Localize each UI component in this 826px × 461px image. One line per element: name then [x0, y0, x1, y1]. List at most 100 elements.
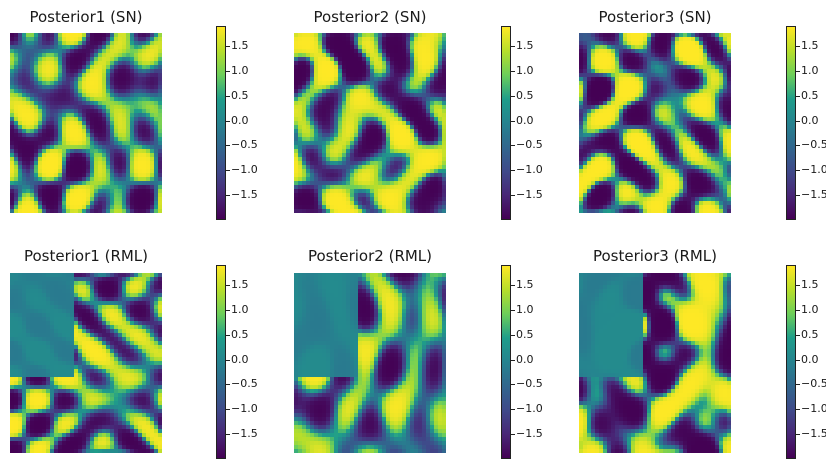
heatmap-cell: [154, 173, 159, 178]
heatmap-cell: [350, 57, 355, 62]
heatmap-cell: [46, 45, 51, 50]
heatmap-cell: [727, 93, 731, 98]
heatmap-cell: [683, 133, 688, 138]
heatmap-cell: [134, 153, 139, 158]
heatmap-cell: [655, 145, 660, 150]
heatmap-cell: [667, 97, 672, 102]
heatmap-cell: [82, 145, 87, 150]
heatmap-cell: [26, 157, 31, 162]
heatmap-cell: [310, 189, 315, 194]
heatmap-cell: [322, 177, 327, 182]
heatmap-cell: [651, 169, 656, 174]
heatmap-cell: [398, 89, 403, 94]
heatmap-cell: [434, 81, 439, 86]
heatmap-cell: [422, 109, 427, 114]
heatmap-cell: [38, 69, 43, 74]
heatmap-cell: [615, 157, 620, 162]
heatmap-cell: [134, 53, 139, 58]
heatmap-cell: [110, 93, 115, 98]
heatmap-cell: [655, 89, 660, 94]
heatmap-cell: [675, 153, 680, 158]
heatmap-cell: [134, 133, 139, 138]
heatmap-cell: [350, 53, 355, 58]
heatmap-cell: [34, 157, 39, 162]
heatmap-cell: [374, 185, 379, 190]
heatmap-cell: [695, 57, 700, 62]
heatmap-cell: [118, 41, 123, 46]
heatmap-cell: [402, 113, 407, 118]
heatmap-cell: [66, 133, 71, 138]
heatmap-cell: [366, 73, 371, 78]
heatmap-cell: [667, 73, 672, 78]
heatmap-cell: [318, 53, 323, 58]
heatmap-cell: [322, 109, 327, 114]
heatmap-cell: [635, 73, 640, 78]
heatmap-cell: [607, 153, 612, 158]
heatmap-cell: [370, 49, 375, 54]
heatmap-cell: [86, 37, 91, 42]
heatmap-cell: [715, 81, 720, 86]
heatmap-cell: [358, 101, 363, 106]
heatmap-cell: [342, 81, 347, 86]
heatmap-cell: [667, 85, 672, 90]
heatmap-cell: [30, 157, 35, 162]
heatmap-cell: [70, 73, 75, 78]
heatmap-cell: [430, 173, 435, 178]
heatmap-cell: [134, 201, 139, 206]
heatmap-cell: [58, 81, 63, 86]
heatmap-cell: [390, 165, 395, 170]
heatmap-cell: [118, 205, 123, 210]
heatmap-cell: [326, 121, 331, 126]
heatmap-cell: [38, 81, 43, 86]
heatmap-cell: [603, 73, 608, 78]
heatmap-cell: [699, 89, 704, 94]
heatmap-cell: [683, 169, 688, 174]
heatmap-cell: [94, 129, 99, 134]
heatmap-cell: [70, 33, 75, 38]
heatmap-cell: [330, 69, 335, 74]
heatmap-cell: [90, 93, 95, 98]
heatmap-cell: [402, 37, 407, 42]
heatmap-cell: [663, 105, 668, 110]
heatmap-cell: [362, 121, 367, 126]
heatmap-cell: [719, 117, 724, 122]
heatmap-cell: [322, 169, 327, 174]
heatmap-cell: [422, 81, 427, 86]
heatmap-cell: [362, 49, 367, 54]
heatmap-cell: [707, 53, 712, 58]
heatmap-cell: [691, 97, 696, 102]
heatmap-cell: [422, 85, 427, 90]
heatmap-cell: [130, 133, 135, 138]
heatmap-cell: [659, 181, 664, 186]
heatmap-cell: [667, 149, 672, 154]
heatmap-cell: [607, 173, 612, 178]
heatmap-cell: [398, 189, 403, 194]
heatmap-cell: [374, 149, 379, 154]
heatmap-cell: [338, 209, 343, 213]
heatmap-cell: [50, 173, 55, 178]
heatmap-cell: [338, 173, 343, 178]
heatmap-cell: [591, 117, 596, 122]
heatmap-cell: [390, 77, 395, 82]
heatmap-cell: [34, 109, 39, 114]
heatmap-cell: [707, 49, 712, 54]
heatmap-cell: [631, 181, 636, 186]
heatmap-cell: [715, 61, 720, 66]
heatmap-cell: [679, 141, 684, 146]
heatmap-cell: [422, 117, 427, 122]
heatmap-cell: [623, 125, 628, 130]
heatmap-cell: [82, 149, 87, 154]
heatmap-cell: [591, 73, 596, 78]
heatmap-cell: [667, 57, 672, 62]
heatmap-cell: [154, 81, 159, 86]
heatmap-cell: [418, 121, 423, 126]
heatmap-cell: [438, 121, 443, 126]
heatmap-cell: [623, 145, 628, 150]
heatmap-cell: [18, 201, 23, 206]
heatmap-cell: [14, 153, 19, 158]
heatmap-cell: [579, 105, 584, 110]
heatmap-cell: [703, 97, 708, 102]
heatmap-cell: [671, 113, 676, 118]
heatmap-cell: [54, 113, 59, 118]
heatmap-cell: [719, 93, 724, 98]
